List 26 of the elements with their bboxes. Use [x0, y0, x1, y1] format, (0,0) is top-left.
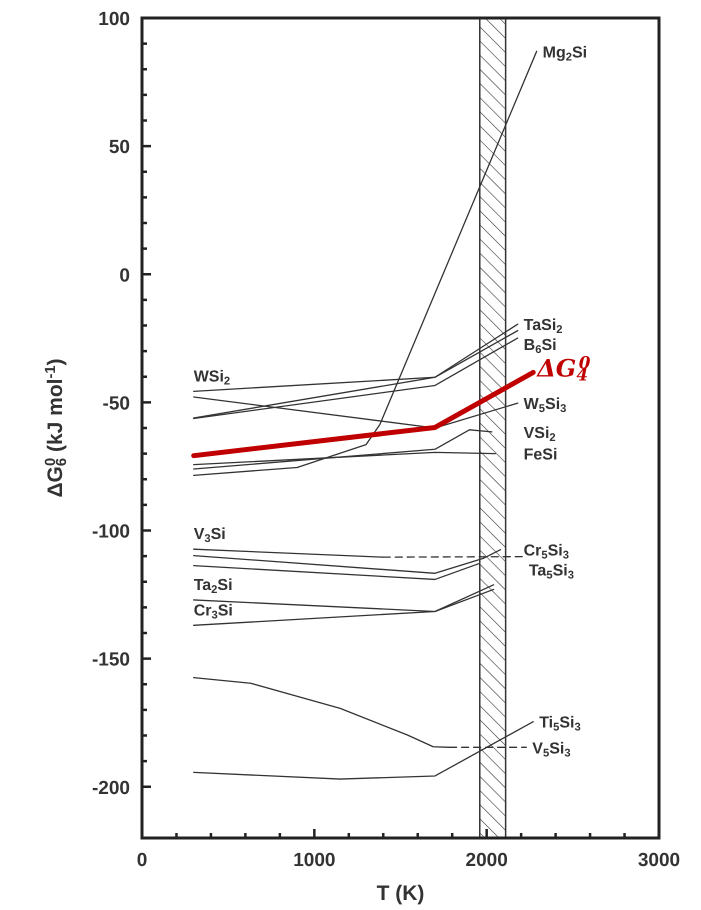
y-tick-label: 0	[119, 265, 130, 286]
x-tick-label: 1000	[293, 850, 336, 871]
annotation: Ti$_{5}$Si$_{3}$	[539, 714, 581, 734]
y-tick-label: -150	[92, 650, 130, 671]
annotation: VSi$_{2}$	[524, 424, 556, 444]
annotation: Ta$_{5}$Si$_{3}$	[528, 562, 574, 582]
y-tick-label: -50	[102, 393, 130, 414]
x-tick-label: 0	[136, 850, 148, 871]
annotation: WSi$_{2}$	[194, 368, 230, 388]
annotation: B$_{6}$Si	[524, 337, 557, 356]
y-tick-label: 50	[108, 137, 130, 158]
annotation: V$_{3}$Si	[194, 526, 226, 545]
annotation: Cr$_{3}$Si	[194, 602, 233, 622]
annotation: TaSi$_{2}$	[524, 317, 563, 336]
annotation: FeSi	[524, 446, 558, 464]
annotation: V$_{5}$Si$_{3}$	[532, 740, 571, 760]
x-tick-label: 3000	[638, 850, 680, 871]
y-tick-label: 100	[98, 9, 130, 30]
x-axis-title: T (K)	[376, 882, 424, 905]
annotation: W$_{5}$Si$_{3}$	[524, 396, 566, 415]
annotation: Ta$_{2}$Si	[194, 576, 233, 596]
x-tick-label: 2000	[466, 850, 508, 871]
y-tick-label: -100	[92, 522, 130, 542]
annotation: Cr$_{5}$Si$_{3}$	[524, 542, 569, 562]
y-tick-label: -200	[92, 778, 130, 799]
annotation: Mg$_{2}$Si	[542, 44, 588, 64]
